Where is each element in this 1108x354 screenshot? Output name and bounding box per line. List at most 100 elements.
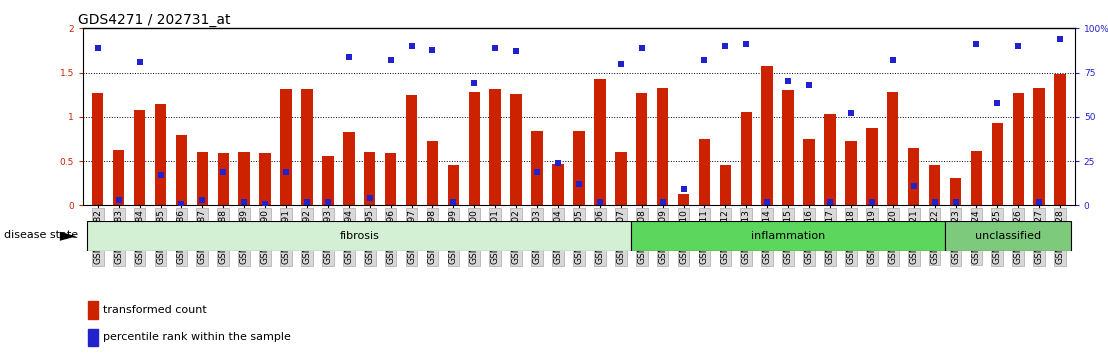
Point <box>779 79 797 84</box>
Bar <box>1034 88 1045 205</box>
Point <box>696 57 714 63</box>
Bar <box>448 165 459 205</box>
Bar <box>971 152 982 205</box>
Point <box>152 172 170 178</box>
Bar <box>88 329 98 346</box>
Bar <box>950 178 962 205</box>
Point <box>800 82 818 88</box>
Text: GDS4271 / 202731_at: GDS4271 / 202731_at <box>79 13 230 27</box>
Bar <box>92 93 103 205</box>
Point <box>1051 36 1069 42</box>
Point <box>550 160 567 166</box>
Bar <box>636 93 647 205</box>
Point <box>1009 43 1027 49</box>
Bar <box>384 153 397 205</box>
Bar <box>782 90 794 205</box>
Point <box>486 45 504 51</box>
Bar <box>406 95 418 205</box>
Point <box>988 100 1006 105</box>
Bar <box>1013 93 1024 205</box>
Bar <box>363 152 376 205</box>
Point <box>319 199 337 205</box>
Bar <box>824 114 835 205</box>
Point <box>612 61 629 67</box>
Bar <box>113 150 124 205</box>
Text: percentile rank within the sample: percentile rank within the sample <box>103 332 290 342</box>
Bar <box>88 221 632 251</box>
Polygon shape <box>60 232 76 241</box>
Bar <box>945 221 1070 251</box>
Point <box>89 45 106 51</box>
Point <box>277 169 295 175</box>
Bar <box>845 141 856 205</box>
Point <box>340 54 358 59</box>
Point <box>215 169 233 175</box>
Bar <box>615 152 626 205</box>
Point <box>194 197 212 203</box>
Point <box>131 59 148 65</box>
Bar <box>866 129 878 205</box>
Bar <box>301 88 312 205</box>
Bar <box>490 89 501 205</box>
Bar <box>134 110 145 205</box>
Point <box>842 110 860 116</box>
Bar <box>238 152 250 205</box>
Point <box>507 48 525 54</box>
Point <box>1030 199 1048 205</box>
Point <box>361 195 379 201</box>
Bar <box>176 136 187 205</box>
Bar <box>573 131 585 205</box>
Bar <box>657 88 668 205</box>
Bar <box>594 79 606 205</box>
Point <box>758 199 776 205</box>
Point <box>884 57 902 63</box>
Point <box>423 47 441 52</box>
Bar <box>803 139 814 205</box>
Bar <box>632 221 945 251</box>
Text: disease state: disease state <box>4 230 79 240</box>
Bar <box>699 139 710 205</box>
Bar <box>1055 74 1066 205</box>
Point <box>863 199 881 205</box>
Point <box>465 80 483 86</box>
Point <box>256 201 274 206</box>
Bar <box>155 104 166 205</box>
Point <box>905 183 923 189</box>
Bar <box>469 92 480 205</box>
Bar <box>259 153 270 205</box>
Bar <box>280 88 291 205</box>
Bar <box>196 152 208 205</box>
Bar <box>740 112 752 205</box>
Bar <box>992 123 1003 205</box>
Bar <box>217 153 229 205</box>
Bar <box>552 164 564 205</box>
Point <box>717 43 735 49</box>
Text: transformed count: transformed count <box>103 305 207 315</box>
Point <box>946 199 964 205</box>
Point <box>821 199 839 205</box>
Point <box>738 41 756 47</box>
Text: unclassified: unclassified <box>975 231 1040 241</box>
Point <box>444 199 462 205</box>
Point <box>591 199 608 205</box>
Point <box>298 199 316 205</box>
Point <box>235 199 253 205</box>
Point <box>529 169 546 175</box>
Point <box>173 201 191 206</box>
Bar <box>907 148 920 205</box>
Point <box>570 181 587 187</box>
Bar <box>88 301 98 319</box>
Bar <box>427 141 439 205</box>
Text: inflammation: inflammation <box>751 231 825 241</box>
Point <box>110 197 127 203</box>
Bar <box>322 156 334 205</box>
Point <box>654 199 671 205</box>
Point <box>925 199 943 205</box>
Point <box>967 41 985 47</box>
Bar <box>532 131 543 205</box>
Point <box>382 57 400 63</box>
Bar <box>678 194 689 205</box>
Point <box>675 187 692 192</box>
Point <box>633 45 650 51</box>
Bar <box>761 67 773 205</box>
